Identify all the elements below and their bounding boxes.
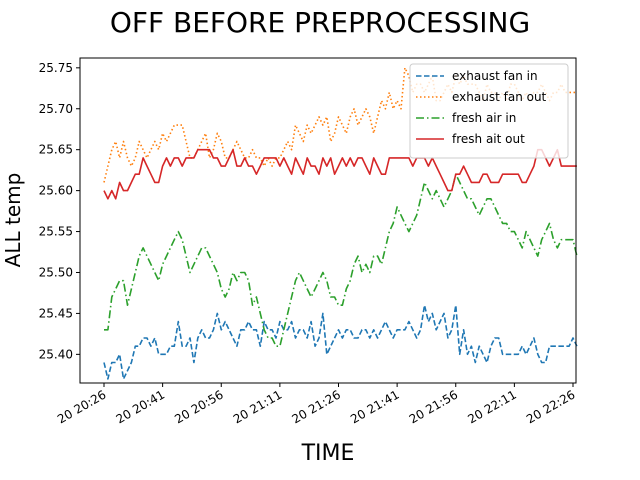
legend-label: exhaust fan in: [452, 69, 538, 83]
series-group: [103, 67, 578, 380]
legend-label: exhaust fan out: [452, 90, 547, 104]
y-tick-label: 25.40: [39, 347, 73, 361]
y-tick-label: 25.65: [39, 143, 73, 157]
y-tick-label: 25.75: [39, 61, 73, 75]
series-line-1: [103, 304, 578, 380]
plot-frame: [79, 57, 577, 384]
y-tick-label: 25.45: [39, 306, 73, 320]
y-tick-label: 25.50: [39, 265, 73, 279]
y-tick-label: 25.70: [39, 102, 73, 116]
y-tick-label: 25.55: [39, 225, 73, 239]
series-line-2: [103, 67, 577, 183]
legend-label: fresh ait out: [452, 132, 525, 146]
legend: exhaust fan in exhaust fan out fresh air i…: [409, 63, 569, 159]
legend-label: fresh air in: [452, 111, 516, 125]
y-tick-label: 25.60: [39, 184, 73, 198]
x-axis-label: TIME: [301, 441, 355, 466]
y-axis-label: ALL temp: [1, 173, 25, 268]
legend-box: [409, 63, 569, 159]
series-line-3: [104, 173, 578, 348]
chart-title: OFF BEFORE PREPROCESSING: [110, 6, 530, 39]
series-line-4: [103, 148, 577, 200]
